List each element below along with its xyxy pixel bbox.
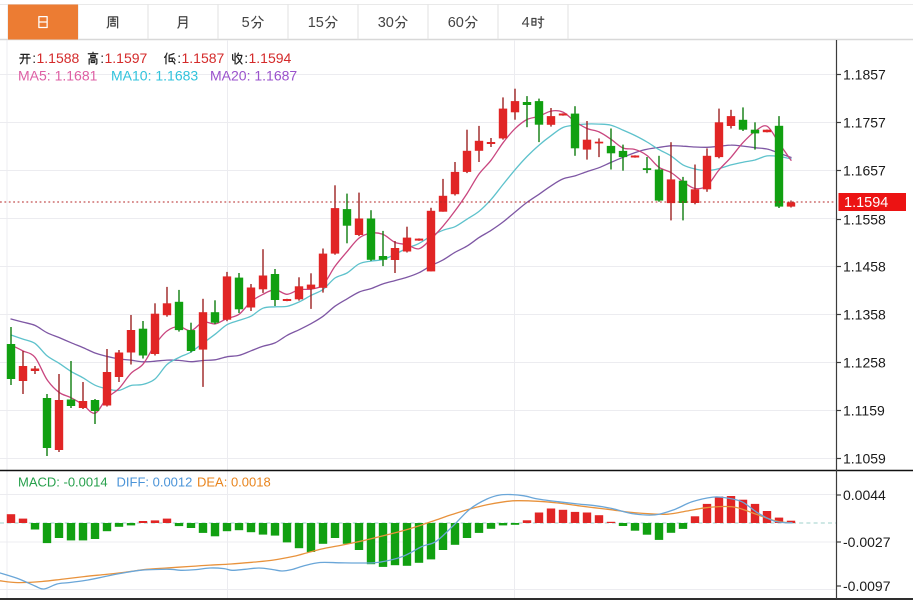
svg-text::: : [244, 50, 248, 66]
svg-text:1.1594: 1.1594 [844, 195, 888, 211]
svg-text:60: 60 [448, 15, 464, 31]
svg-text:30: 30 [378, 15, 394, 31]
svg-text:1.1857: 1.1857 [843, 67, 886, 83]
svg-text:1.1757: 1.1757 [843, 115, 886, 131]
svg-text:1.1588: 1.1588 [37, 50, 80, 66]
svg-text:MA5: 1.1681: MA5: 1.1681 [18, 68, 98, 84]
svg-text:MA20: 1.1687: MA20: 1.1687 [210, 68, 297, 84]
svg-text:15: 15 [308, 15, 324, 31]
svg-text:1.1358: 1.1358 [843, 307, 886, 323]
svg-text:-0.0097: -0.0097 [843, 578, 891, 594]
svg-text:1.1159: 1.1159 [843, 403, 885, 419]
svg-text:1.1657: 1.1657 [843, 163, 886, 179]
svg-text:-0.0027: -0.0027 [843, 534, 891, 550]
svg-text:MA10: 1.1683: MA10: 1.1683 [111, 68, 198, 84]
svg-text:1.1558: 1.1558 [843, 212, 886, 228]
svg-text:DEA: 0.0018: DEA: 0.0018 [197, 475, 271, 490]
svg-text:0.0044: 0.0044 [843, 487, 886, 503]
svg-text:5: 5 [242, 15, 250, 31]
svg-text:1.1258: 1.1258 [843, 355, 886, 371]
svg-text:1.1458: 1.1458 [843, 259, 886, 275]
svg-text:1.1594: 1.1594 [249, 50, 292, 66]
svg-text:4: 4 [522, 15, 530, 31]
svg-text:MACD: -0.0014: MACD: -0.0014 [18, 475, 108, 490]
svg-text::: : [177, 50, 181, 66]
svg-text:DIFF: 0.0012: DIFF: 0.0012 [117, 475, 193, 490]
svg-text:1.1597: 1.1597 [105, 50, 148, 66]
svg-text::: : [100, 50, 104, 66]
svg-text::: : [32, 50, 36, 66]
svg-text:1.1587: 1.1587 [182, 50, 225, 66]
svg-text:1.1059: 1.1059 [843, 451, 886, 467]
